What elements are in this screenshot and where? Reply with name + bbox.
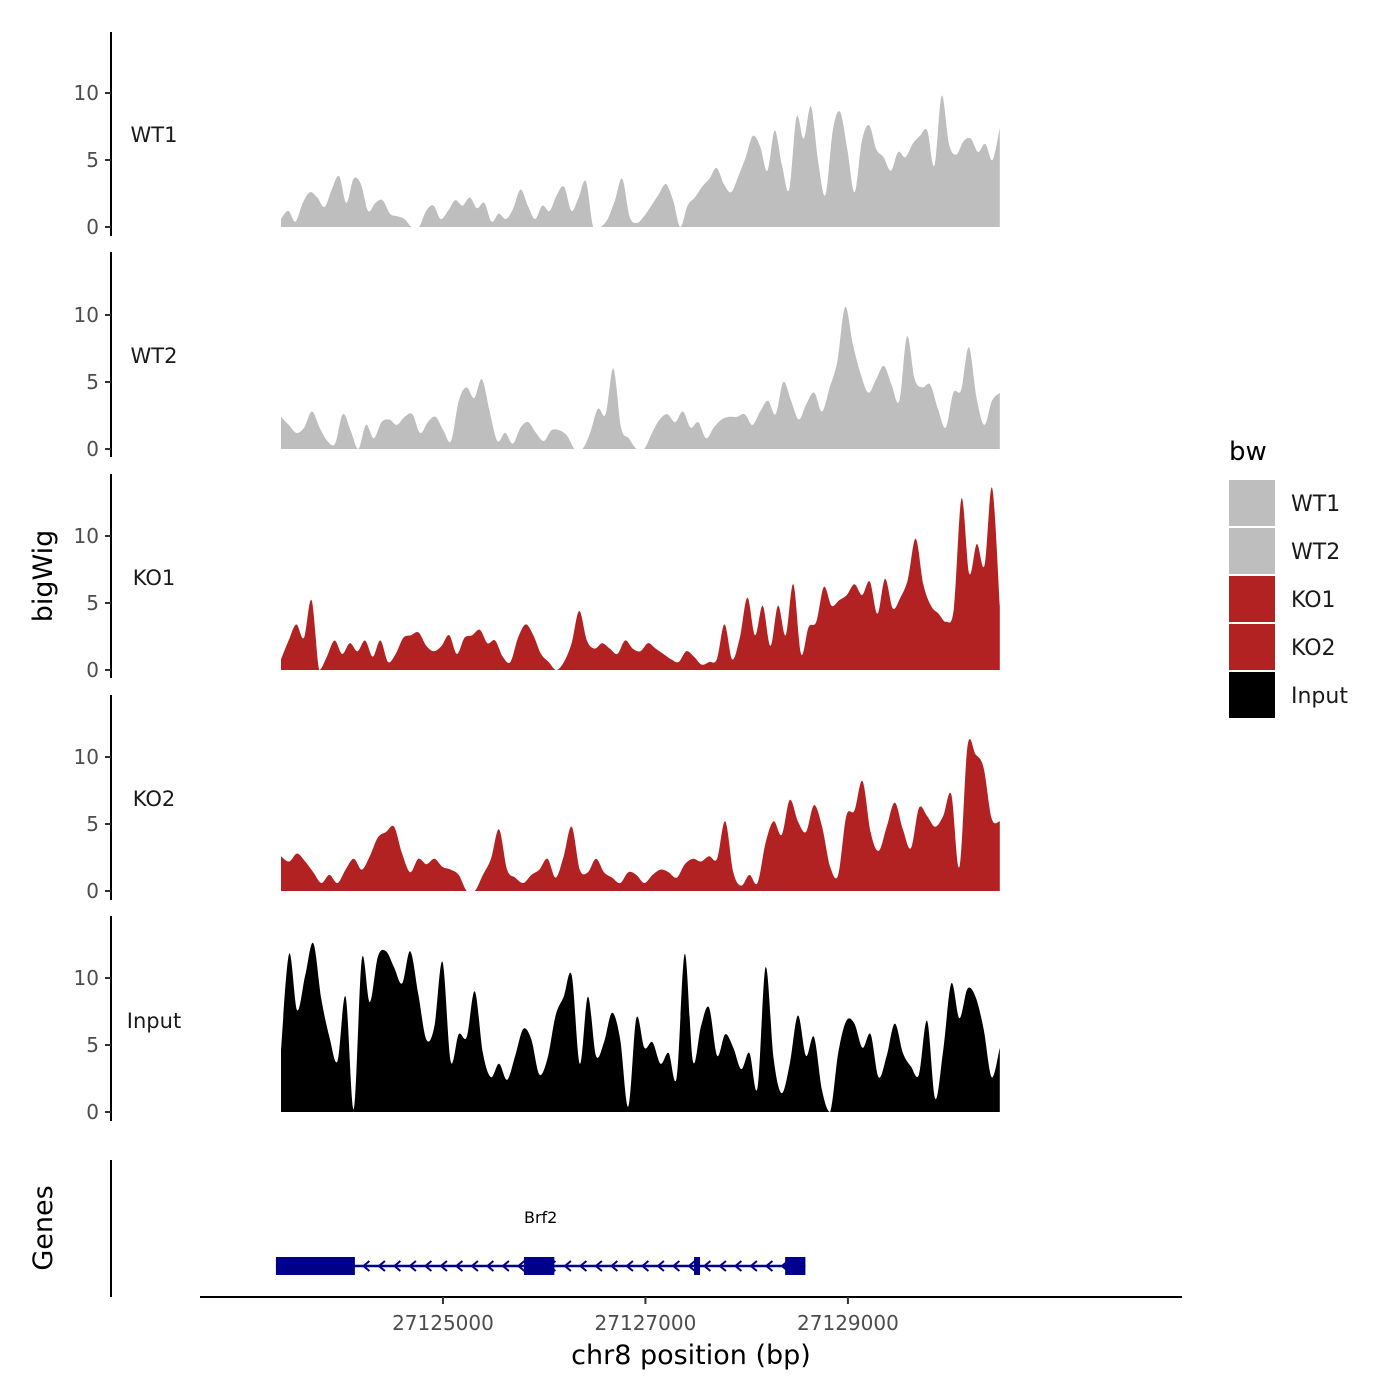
strand-chevron: [625, 1260, 634, 1272]
y-tick-label: 0: [86, 437, 99, 461]
legend-title: bw: [1229, 437, 1267, 467]
strand-chevron: [423, 1260, 433, 1272]
strand-chevron: [516, 1260, 526, 1272]
strand-chevron: [609, 1260, 619, 1272]
input-y-ticks: 0 5 10: [74, 966, 111, 1124]
strand-chevron: [687, 1260, 696, 1272]
legend-swatch: [1229, 576, 1275, 622]
y-tick-label: 10: [74, 745, 99, 769]
gene-exon: [275, 1257, 355, 1275]
strand-chevron: [361, 1260, 371, 1272]
y-tick-label: 5: [86, 370, 99, 394]
wt2-track-label: WT2: [131, 344, 178, 368]
strand-chevron: [439, 1260, 448, 1272]
ko1-track-label: KO1: [133, 566, 176, 590]
legend-label: WT1: [1291, 492, 1340, 517]
strand-chevron: [656, 1260, 665, 1272]
legend-swatch: [1229, 672, 1275, 718]
strand-chevron: [454, 1260, 464, 1272]
track-panel-ko1: 0 5 10 KO1: [74, 474, 1000, 682]
strand-chevron: [671, 1260, 681, 1272]
gene-track-panel: Genes Brf2: [28, 1160, 806, 1297]
input-track-label: Input: [127, 1009, 181, 1033]
strand-chevron: [578, 1260, 588, 1272]
wt1-y-ticks: 0 5 10: [74, 81, 111, 239]
wt2-signal-area: [281, 306, 1000, 449]
strand-chevron: [377, 1260, 386, 1272]
y-tick-label: 0: [86, 215, 99, 239]
strand-chevron: [594, 1260, 603, 1272]
legend-label: Input: [1291, 684, 1348, 709]
wt1-signal-area: [281, 95, 1000, 227]
ko1-y-ticks: 0 5 10: [74, 524, 111, 682]
y-tick-label: 10: [74, 966, 99, 990]
legend-label: KO1: [1291, 588, 1336, 613]
x-tick-label: 27125000: [392, 1311, 494, 1335]
strand-chevron: [485, 1260, 495, 1272]
wt2-y-ticks: 0 5 10: [74, 303, 111, 461]
strand-chevron: [764, 1260, 774, 1272]
legend-swatch: [1229, 528, 1275, 574]
legend-swatch: [1229, 480, 1275, 526]
strand-chevron: [408, 1260, 417, 1272]
x-axis-title: chr8 position (bp): [571, 1340, 811, 1371]
x-axis: 27125000 27127000 27129000 chr8 position (…: [200, 1296, 1182, 1371]
gene-track-title: Genes: [28, 1185, 59, 1270]
y-tick-label: 0: [86, 879, 99, 903]
strand-chevron: [702, 1260, 712, 1272]
strand-chevron: [392, 1260, 402, 1272]
ko1-signal-area: [281, 487, 1000, 670]
strand-chevron: [733, 1260, 743, 1272]
y-tick-label: 10: [74, 81, 99, 105]
legend-items: WT1 WT2 KO1 KO2 Input: [1229, 480, 1348, 718]
strand-chevron: [470, 1260, 479, 1272]
strand-chevron: [749, 1260, 758, 1272]
y-tick-label: 0: [86, 658, 99, 682]
track-panel-input: 0 5 10 Input: [74, 916, 1000, 1124]
strand-chevron: [563, 1260, 572, 1272]
x-tick-label: 27129000: [797, 1311, 899, 1335]
y-tick-label: 5: [86, 812, 99, 836]
y-tick-label: 10: [74, 303, 99, 327]
strand-chevron: [640, 1260, 650, 1272]
x-axis-ticks: 27125000 27127000 27129000: [392, 1297, 899, 1335]
ko2-signal-area: [281, 739, 1000, 891]
y-tick-label: 0: [86, 1100, 99, 1124]
track-panel-wt2: 0 5 10 WT2: [74, 252, 1000, 461]
legend-label: KO2: [1291, 636, 1336, 661]
track-panel-wt1: 0 5 10 WT1: [74, 32, 1000, 239]
gene-name-label: Brf2: [524, 1208, 557, 1227]
y-tick-label: 5: [86, 591, 99, 615]
gene-exon: [694, 1257, 701, 1275]
legend: bw WT1 WT2 KO1 KO2 Input: [1229, 437, 1348, 718]
legend-label: WT2: [1291, 540, 1340, 565]
gene-exon: [523, 1257, 555, 1275]
y-tick-label: 10: [74, 524, 99, 548]
track-panel-ko2: 0 5 10 KO2: [74, 695, 1000, 903]
ko2-y-ticks: 0 5 10: [74, 745, 111, 903]
strand-chevron: [501, 1260, 510, 1272]
x-tick-label: 27127000: [595, 1311, 697, 1335]
input-signal-area: [281, 942, 1000, 1112]
ko2-track-label: KO2: [133, 787, 176, 811]
strand-chevron: [718, 1260, 727, 1272]
legend-swatch: [1229, 624, 1275, 670]
y-axis-title: bigWig: [28, 530, 59, 623]
gene-exons: [275, 1257, 806, 1275]
wt1-track-label: WT1: [131, 123, 178, 147]
gene-exon: [785, 1257, 806, 1275]
y-tick-label: 5: [86, 1033, 99, 1057]
y-tick-label: 5: [86, 148, 99, 172]
